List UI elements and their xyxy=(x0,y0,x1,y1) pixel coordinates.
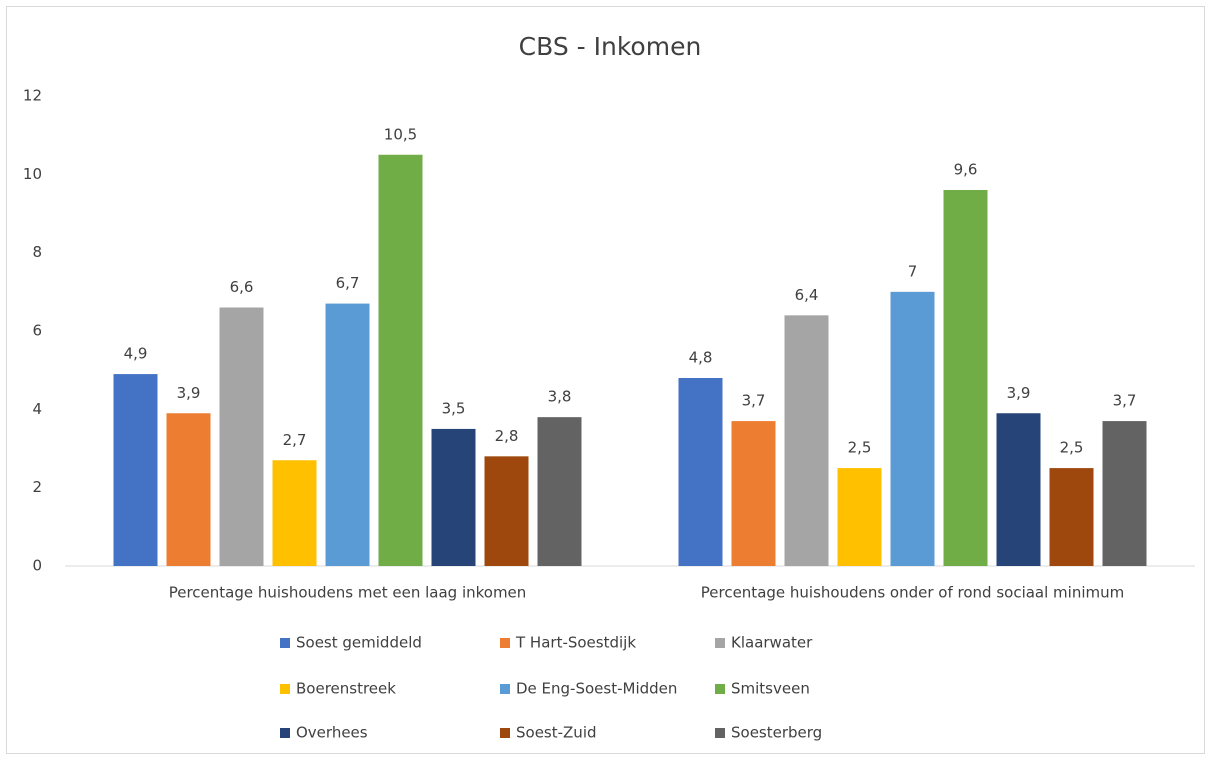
bar xyxy=(731,421,776,566)
data-label: 3,5 xyxy=(442,399,466,417)
y-tick-label: 0 xyxy=(32,557,42,575)
y-tick-label: 2 xyxy=(32,478,42,496)
bar xyxy=(678,378,723,566)
data-label: 6,4 xyxy=(795,286,819,304)
x-tick-label: Percentage huishoudens onder of rond soc… xyxy=(701,584,1125,602)
bar xyxy=(325,303,370,566)
bar xyxy=(890,291,935,566)
data-label: 9,6 xyxy=(954,161,978,179)
legend-swatch xyxy=(715,728,725,738)
bar xyxy=(996,413,1041,566)
bar xyxy=(1102,421,1147,566)
legend-label: Soest-Zuid xyxy=(516,724,597,742)
data-label: 6,7 xyxy=(336,274,360,292)
bar xyxy=(219,307,264,566)
legend-label: Soest gemiddeld xyxy=(296,634,422,652)
legend-swatch xyxy=(280,684,290,694)
legend-swatch xyxy=(500,684,510,694)
y-tick-label: 8 xyxy=(32,243,42,261)
data-label: 2,5 xyxy=(1060,439,1084,457)
bar xyxy=(943,190,988,566)
legend-label: Boerenstreek xyxy=(296,680,396,698)
bar xyxy=(537,417,582,566)
data-label: 2,7 xyxy=(283,431,307,449)
y-tick-label: 4 xyxy=(32,400,42,418)
bar xyxy=(484,456,529,566)
legend-swatch xyxy=(280,638,290,648)
data-label: 2,5 xyxy=(848,439,872,457)
legend-swatch xyxy=(715,684,725,694)
bar xyxy=(837,468,882,566)
chart-border xyxy=(6,6,1205,754)
bar xyxy=(378,154,423,566)
data-label: 3,9 xyxy=(177,384,201,402)
chart-title: CBS - Inkomen xyxy=(519,32,702,61)
bar xyxy=(431,428,476,566)
data-label: 7 xyxy=(908,262,918,280)
legend-label: Soesterberg xyxy=(731,724,822,742)
data-label: 2,8 xyxy=(495,427,519,445)
legend-swatch xyxy=(500,638,510,648)
legend-label: Klaarwater xyxy=(731,634,813,652)
data-label: 6,6 xyxy=(230,278,254,296)
legend-swatch xyxy=(715,638,725,648)
data-label: 10,5 xyxy=(384,125,417,143)
bar xyxy=(166,413,211,566)
bar xyxy=(113,374,158,566)
x-tick-label: Percentage huishoudens met een laag inko… xyxy=(169,584,527,602)
legend-label: Smitsveen xyxy=(731,680,810,698)
data-label: 3,8 xyxy=(548,388,572,406)
bar xyxy=(1049,468,1094,566)
bar xyxy=(784,315,829,566)
y-tick-label: 6 xyxy=(32,322,42,340)
data-label: 4,9 xyxy=(124,345,148,363)
bar xyxy=(272,460,317,566)
data-label: 3,9 xyxy=(1007,384,1031,402)
legend-swatch xyxy=(500,728,510,738)
legend-label: T Hart-Soestdijk xyxy=(515,634,636,652)
data-label: 3,7 xyxy=(742,392,766,410)
legend-swatch xyxy=(280,728,290,738)
data-label: 3,7 xyxy=(1113,392,1137,410)
y-tick-label: 12 xyxy=(23,87,42,105)
y-tick-label: 10 xyxy=(23,165,42,183)
legend-label: De Eng-Soest-Midden xyxy=(516,680,677,698)
data-label: 4,8 xyxy=(689,349,713,367)
legend-label: Overhees xyxy=(296,724,368,742)
